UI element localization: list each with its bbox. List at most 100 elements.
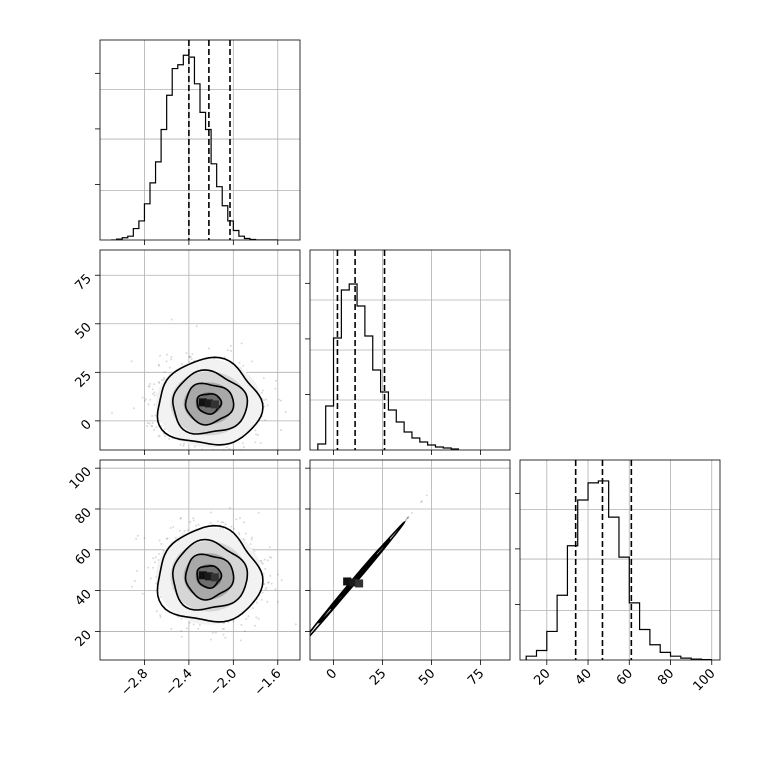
scatter-point <box>180 617 183 620</box>
scatter-point <box>151 415 153 417</box>
density-peak <box>343 577 352 586</box>
scatter-point <box>153 391 156 394</box>
histogram-bin <box>557 595 567 660</box>
scatter-point <box>230 349 233 352</box>
scatter-point <box>407 515 410 518</box>
contour-line <box>341 566 366 597</box>
scatter-point <box>307 635 309 637</box>
scatter-point <box>259 559 262 562</box>
histogram-step <box>525 480 712 660</box>
histogram-bin <box>365 336 373 450</box>
scatter-plot-area <box>130 507 297 642</box>
histogram-step <box>111 54 278 240</box>
scatter-point <box>280 429 282 432</box>
scatter-point <box>217 520 219 523</box>
scatter-point <box>261 591 264 594</box>
scatter-plot-area <box>111 318 287 456</box>
scatter-point <box>148 385 151 388</box>
scatter-point <box>223 356 226 359</box>
scatter-point <box>151 388 154 391</box>
scatter-point <box>149 398 152 401</box>
scatter-point <box>242 446 245 449</box>
scatter-point <box>197 523 200 526</box>
scatter-point <box>222 521 225 524</box>
histogram-bin <box>161 130 167 240</box>
histogram-bin <box>588 483 598 660</box>
histogram-bin <box>194 84 200 240</box>
scatter-point <box>301 642 303 644</box>
scatter-point <box>264 419 267 421</box>
scatter-point <box>249 543 252 546</box>
scatter-point <box>143 399 146 402</box>
scatter-point <box>149 383 152 385</box>
histogram-bin <box>526 656 536 660</box>
scatter-point <box>168 437 171 440</box>
contour-line <box>184 382 235 426</box>
scatter-point <box>303 640 305 642</box>
scatter-point <box>260 391 263 394</box>
histogram-bin <box>144 204 150 240</box>
histogram-bin <box>183 55 189 240</box>
scatter-point <box>238 533 241 536</box>
histogram-bin <box>598 481 608 660</box>
scatter-point <box>268 546 271 549</box>
histogram-bin <box>239 236 245 240</box>
scatter-point <box>405 518 408 521</box>
scatter-point <box>294 650 296 652</box>
scatter-point <box>264 588 267 591</box>
scatter-point <box>419 501 422 504</box>
scatter-point <box>411 511 413 514</box>
scatter-point <box>157 364 160 367</box>
x-tick-label: −1.6 <box>252 666 285 699</box>
scatter-point <box>229 344 232 347</box>
scatter-point <box>255 433 257 436</box>
scatter-point <box>179 517 182 519</box>
scatter-point <box>183 451 185 453</box>
scatter-point <box>251 360 254 363</box>
x-tick-label: 75 <box>465 666 487 688</box>
histogram-bin <box>660 652 670 660</box>
scatter-point <box>158 553 161 555</box>
scatter-point <box>162 377 165 379</box>
scatter-point <box>279 399 282 402</box>
scatter-point <box>302 641 304 643</box>
hist-plot-area <box>317 250 460 450</box>
scatter-point <box>169 527 172 529</box>
scatter-point <box>256 434 259 436</box>
scatter-plot-area <box>285 494 428 663</box>
scatter-point <box>256 601 258 604</box>
histogram-bin <box>428 445 436 450</box>
contour-line <box>184 553 235 601</box>
scatter-point <box>244 532 247 535</box>
histogram-bin <box>578 500 588 660</box>
scatter-point <box>150 425 153 428</box>
scatter-point <box>421 500 423 503</box>
axes-frame <box>309 459 511 661</box>
scatter-point <box>265 586 268 589</box>
scatter-point <box>285 661 287 663</box>
y-tick-label: 60 <box>73 546 95 568</box>
histogram-bin <box>233 230 239 240</box>
histogram-bin <box>217 187 223 240</box>
scatter-point <box>155 426 158 429</box>
scatter-point <box>159 616 162 619</box>
scatter-point <box>263 582 266 585</box>
histogram-bin <box>178 65 184 240</box>
panel-scatter-p1-p2: 0 25 50 75 <box>285 459 511 689</box>
scatter-point <box>224 636 227 639</box>
scatter-point <box>136 534 139 537</box>
scatter-point <box>308 634 310 636</box>
scatter-point <box>234 454 236 456</box>
y-tick-label: 20 <box>73 628 95 650</box>
histogram-bin <box>133 229 139 240</box>
scatter-point <box>230 451 232 453</box>
panel-hist-p0 <box>95 39 301 241</box>
histogram-bin <box>189 57 195 240</box>
scatter-point <box>165 360 168 363</box>
scatter-point <box>228 507 231 509</box>
scatter-point <box>302 641 304 643</box>
scatter-point <box>179 517 182 520</box>
scatter-point <box>170 356 173 358</box>
histogram-bin <box>341 290 349 450</box>
scatter-point <box>264 568 267 570</box>
